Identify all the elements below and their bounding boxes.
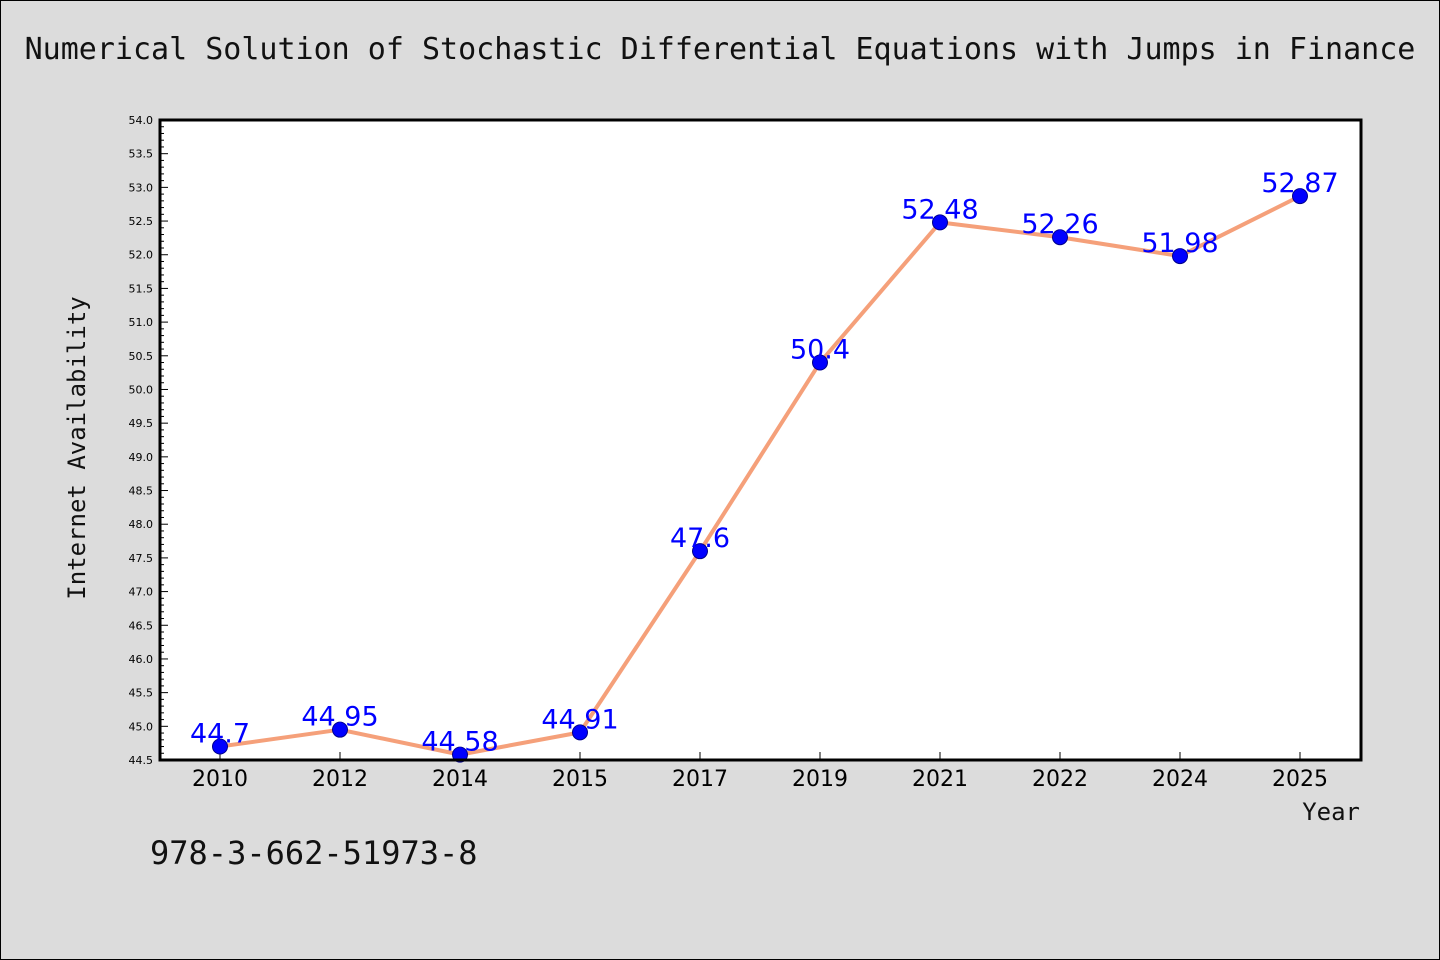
x-tick-label: 2015 (552, 767, 608, 792)
data-label: 44.58 (421, 727, 498, 758)
y-tick-label: 46.0 (129, 653, 154, 666)
y-tick-label: 45.0 (129, 720, 154, 733)
y-tick-label: 54.0 (129, 114, 154, 127)
x-tick-label: 2025 (1272, 767, 1328, 792)
y-tick-label: 53.0 (129, 181, 154, 194)
y-tick-label: 51.5 (129, 282, 154, 295)
data-label: 52.87 (1261, 168, 1338, 199)
y-tick-label: 47.5 (129, 552, 154, 565)
data-label: 44.95 (301, 702, 378, 733)
plot-border (158, 118, 1363, 762)
y-tick-label: 51.0 (129, 316, 154, 329)
data-label: 52.26 (1021, 209, 1098, 240)
x-tick-label: 2010 (192, 767, 248, 792)
x-axis-label: Year (1302, 798, 1360, 826)
data-point (692, 543, 708, 560)
y-axis-ticks: 44.5 45.0 45.5 46.0 46.5 47.0 47.5 48.0 48.5 49.0… (129, 114, 168, 767)
data-point (332, 721, 348, 738)
data-point (1172, 248, 1188, 265)
x-axis-ticks: 2010 2012 2014 2015 2017 2019 2021 2022 2024 2025 (192, 752, 1328, 792)
y-tick-label: 48.0 (129, 518, 154, 531)
x-tick-label: 2024 (1152, 767, 1208, 792)
y-axis-label: Internet Availability (63, 296, 91, 599)
data-label: 47.6 (670, 523, 730, 554)
y-tick-label: 50.5 (129, 350, 154, 363)
series-line (219, 194, 1301, 757)
x-tick-label: 2012 (312, 767, 368, 792)
x-tick-label: 2021 (912, 767, 968, 792)
y-tick-label: 48.5 (129, 485, 154, 498)
data-point (212, 738, 228, 755)
data-point (812, 354, 828, 371)
data-label: 52.48 (901, 194, 978, 225)
data-point (1052, 229, 1068, 246)
y-tick-label: 49.5 (129, 417, 154, 430)
data-labels: 44.7 44.95 44.58 44.91 47.6 50.4 52.48 52.26 51.… (190, 168, 1339, 757)
data-label: 44.91 (541, 704, 618, 735)
plot-area (160, 120, 1361, 760)
y-tick-label: 45.5 (129, 687, 154, 700)
x-tick-label: 2019 (792, 767, 848, 792)
data-point (572, 724, 588, 741)
data-point (452, 746, 468, 763)
data-label: 44.7 (190, 719, 250, 750)
data-point (932, 214, 948, 231)
y-tick-label: 52.0 (129, 249, 154, 262)
data-point (1292, 188, 1308, 205)
y-tick-label: 53.5 (129, 148, 154, 161)
y-tick-label: 44.5 (129, 754, 154, 767)
y-tick-label: 47.0 (129, 586, 154, 599)
data-label: 51.98 (1141, 228, 1218, 259)
y-tick-label: 50.0 (129, 383, 154, 396)
footer-code: 978-3-662-51973-8 (150, 834, 478, 872)
y-tick-label: 52.5 (129, 215, 154, 228)
y-tick-label: 49.0 (129, 451, 154, 464)
x-tick-label: 2022 (1032, 767, 1088, 792)
x-tick-label: 2017 (672, 767, 728, 792)
series-markers (212, 188, 1308, 763)
data-label: 50.4 (790, 335, 850, 366)
chart-title: Numerical Solution of Stochastic Differe… (24, 32, 1416, 67)
y-tick-label: 46.5 (129, 619, 154, 632)
x-tick-label: 2014 (432, 767, 488, 792)
